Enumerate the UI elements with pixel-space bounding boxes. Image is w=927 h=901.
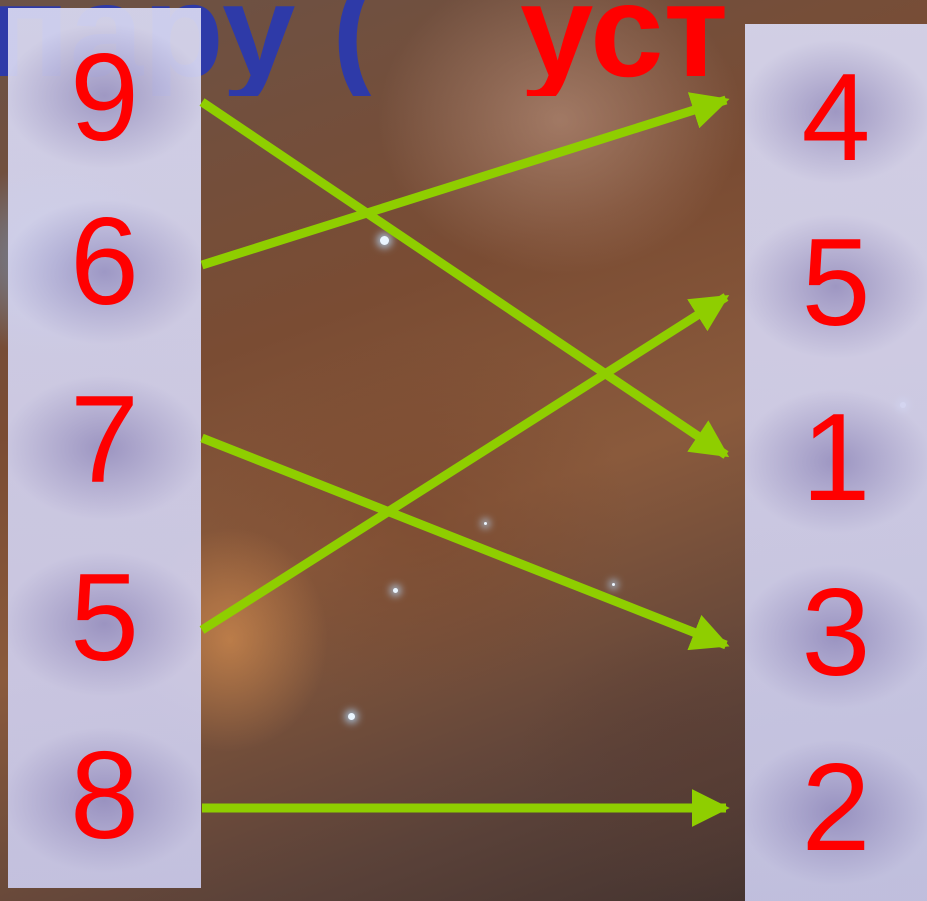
right-cell: 5 bbox=[745, 199, 927, 374]
left-cell: 9 bbox=[8, 8, 201, 184]
left-number-5: 8 bbox=[70, 727, 139, 865]
left-cell: 6 bbox=[8, 184, 201, 360]
arrow-6-to-4 bbox=[200, 92, 730, 270]
left-number-2: 6 bbox=[70, 193, 139, 331]
star bbox=[380, 236, 389, 245]
right-number-1: 4 bbox=[801, 49, 871, 187]
star bbox=[348, 713, 355, 720]
title-red-text: уст bbox=[520, 0, 729, 96]
right-number-3: 1 bbox=[801, 389, 871, 527]
right-cell: 1 bbox=[745, 374, 927, 549]
left-number-3: 7 bbox=[70, 371, 139, 509]
right-number-2: 5 bbox=[801, 214, 871, 352]
right-cell: 2 bbox=[745, 724, 927, 901]
arrow-5-to-5 bbox=[199, 293, 730, 634]
left-number-column: 9 6 7 5 8 bbox=[8, 8, 201, 888]
star bbox=[612, 583, 615, 586]
left-cell: 7 bbox=[8, 360, 201, 536]
right-cell: 3 bbox=[745, 549, 927, 724]
left-cell: 8 bbox=[8, 712, 201, 888]
star bbox=[393, 588, 398, 593]
left-cell: 5 bbox=[8, 536, 201, 712]
left-number-4: 5 bbox=[70, 549, 139, 687]
right-number-5: 2 bbox=[801, 739, 871, 877]
star bbox=[484, 522, 487, 525]
right-number-4: 3 bbox=[801, 564, 871, 702]
arrow-9-to-1 bbox=[199, 98, 730, 459]
arrow-7-to-3 bbox=[200, 433, 730, 651]
right-cell: 4 bbox=[745, 24, 927, 199]
left-number-1: 9 bbox=[70, 29, 139, 167]
right-number-column: 4 5 1 3 2 bbox=[745, 24, 927, 901]
